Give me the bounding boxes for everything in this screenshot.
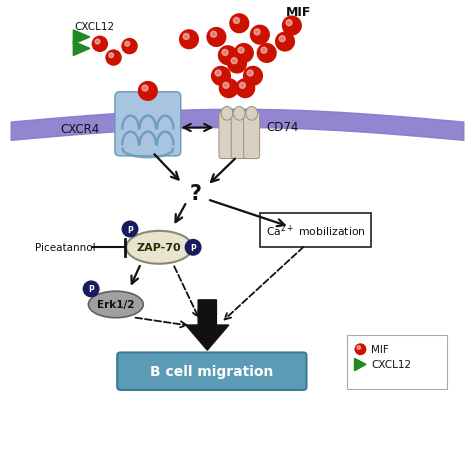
Polygon shape <box>355 358 366 371</box>
FancyBboxPatch shape <box>244 113 260 159</box>
Text: CXCL12: CXCL12 <box>371 359 411 369</box>
Text: Erk1/2: Erk1/2 <box>97 300 135 310</box>
Circle shape <box>121 39 138 55</box>
Ellipse shape <box>126 231 192 264</box>
Polygon shape <box>73 31 90 45</box>
Text: MIF: MIF <box>286 6 311 19</box>
Circle shape <box>218 46 238 66</box>
Circle shape <box>235 79 255 99</box>
Circle shape <box>238 48 244 54</box>
Circle shape <box>83 281 99 297</box>
Text: CD74: CD74 <box>267 120 299 133</box>
Text: B cell migration: B cell migration <box>150 364 273 378</box>
Circle shape <box>91 37 108 53</box>
Circle shape <box>222 50 228 56</box>
Text: Ca$^{2+}$ mobilization: Ca$^{2+}$ mobilization <box>266 222 365 239</box>
Circle shape <box>275 33 295 52</box>
FancyBboxPatch shape <box>347 335 447 389</box>
Circle shape <box>256 44 277 64</box>
Ellipse shape <box>246 107 257 121</box>
Circle shape <box>357 346 361 350</box>
Circle shape <box>234 44 254 64</box>
Circle shape <box>247 71 253 77</box>
Text: ZAP-70: ZAP-70 <box>137 243 182 253</box>
FancyBboxPatch shape <box>117 353 307 390</box>
Circle shape <box>109 54 114 59</box>
Circle shape <box>179 30 199 50</box>
Circle shape <box>185 240 201 256</box>
Circle shape <box>211 67 231 87</box>
Text: ?: ? <box>190 184 202 204</box>
Circle shape <box>219 79 239 99</box>
Text: MIF: MIF <box>371 345 389 354</box>
Text: CXCL12: CXCL12 <box>75 22 115 32</box>
Circle shape <box>227 54 247 74</box>
Circle shape <box>138 82 158 102</box>
Circle shape <box>243 67 263 87</box>
Circle shape <box>250 26 270 45</box>
Circle shape <box>206 28 227 48</box>
Text: P: P <box>88 285 94 294</box>
Text: Piceatannol: Piceatannol <box>35 243 96 253</box>
Text: P: P <box>190 243 196 252</box>
Ellipse shape <box>221 107 233 121</box>
Circle shape <box>282 17 302 37</box>
FancyBboxPatch shape <box>231 113 247 159</box>
Polygon shape <box>73 42 90 56</box>
Circle shape <box>215 71 221 77</box>
Circle shape <box>261 48 267 54</box>
Text: CXCR4: CXCR4 <box>61 123 100 135</box>
Ellipse shape <box>89 291 143 318</box>
Text: P: P <box>127 225 133 234</box>
Polygon shape <box>186 300 229 350</box>
Circle shape <box>231 59 237 65</box>
Circle shape <box>355 343 366 355</box>
FancyBboxPatch shape <box>219 113 235 159</box>
Circle shape <box>125 42 130 47</box>
Circle shape <box>239 83 246 89</box>
Circle shape <box>279 37 285 43</box>
Circle shape <box>229 14 249 34</box>
Circle shape <box>210 32 217 38</box>
Circle shape <box>223 83 229 89</box>
Circle shape <box>105 50 122 67</box>
Circle shape <box>142 86 148 92</box>
Circle shape <box>254 30 260 36</box>
Circle shape <box>95 40 100 45</box>
Circle shape <box>183 34 189 40</box>
FancyBboxPatch shape <box>115 93 181 157</box>
Ellipse shape <box>233 107 245 121</box>
FancyBboxPatch shape <box>260 214 372 247</box>
Circle shape <box>234 18 239 24</box>
Circle shape <box>286 21 292 27</box>
Circle shape <box>122 222 138 237</box>
